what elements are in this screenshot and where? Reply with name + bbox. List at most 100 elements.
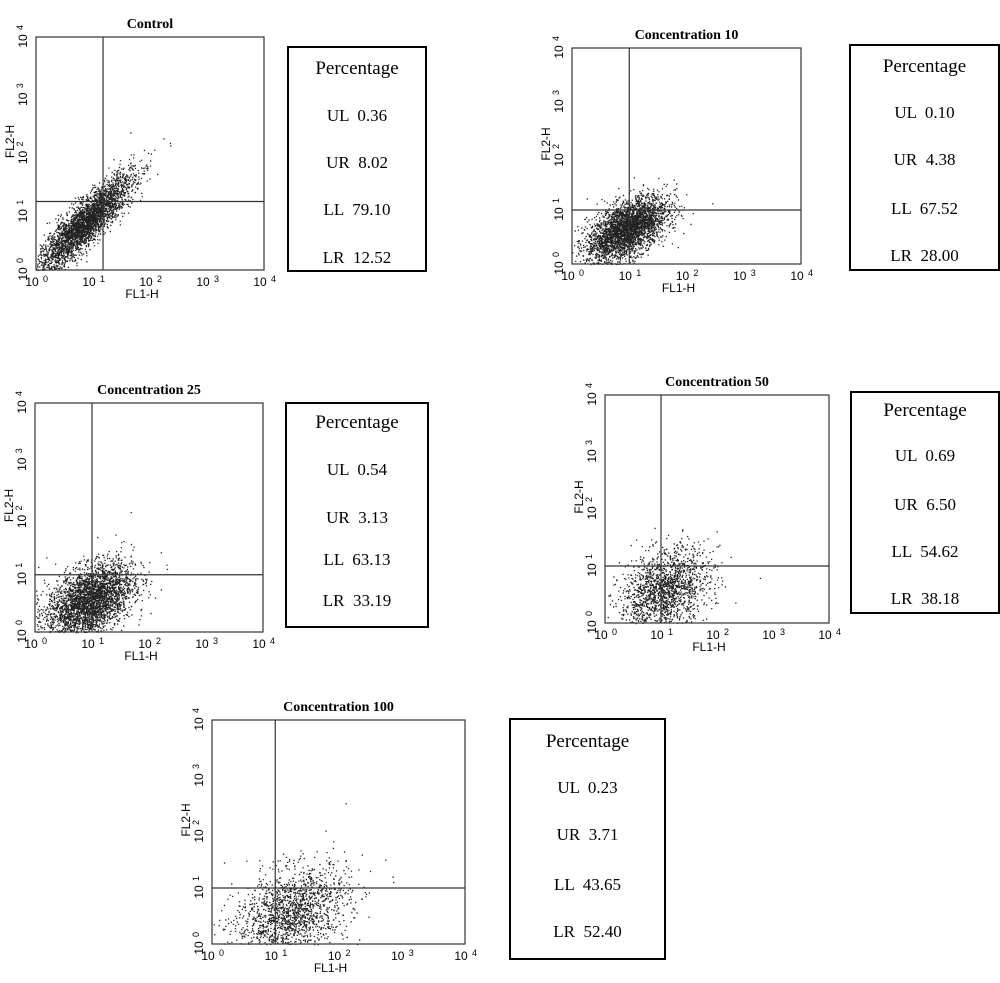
svg-text:1: 1 [584, 554, 594, 559]
quadrant-percentage-box: Percentage UL 0.69 UR 6.50 LL 54.62 LR 38.18 [850, 391, 1000, 614]
quadrant-row-ul: UL 0.69 [852, 446, 998, 466]
y-tick-label: 10 4 [191, 708, 206, 731]
y-tick-label: 10 0 [551, 252, 566, 275]
quadrant-row-ll: LL 63.13 [287, 550, 427, 570]
y-axis-label: FL2-H [3, 125, 17, 158]
quadrant-value: 0.10 [924, 103, 955, 122]
quadrant-value: 67.52 [919, 199, 958, 218]
quadrant-value: 0.69 [925, 446, 956, 465]
svg-text:2: 2 [191, 820, 201, 825]
chart-title: Control [126, 17, 174, 32]
event-dots [572, 177, 714, 266]
y-tick-label: 10 4 [584, 383, 599, 406]
x-tick-exponent: 4 [271, 274, 276, 284]
svg-text:FL2-H: FL2-H [539, 127, 553, 160]
plot-frame [604, 394, 830, 624]
svg-text:10: 10 [15, 572, 29, 586]
quadrant-row-lr: LR 28.00 [851, 246, 998, 266]
y-tick-label: 10 2 [15, 141, 30, 164]
x-tick-label: 10 [818, 628, 832, 642]
quadrant-row-ul: UL 0.10 [851, 103, 998, 123]
data-points [607, 527, 762, 625]
percentage-header: Percentage [883, 400, 967, 421]
svg-text:10: 10 [192, 717, 206, 731]
svg-text:10: 10 [192, 885, 206, 899]
y-axis-label: FL2-H [179, 803, 193, 836]
x-tick-label: 10 [25, 275, 39, 289]
x-tick-label: 10 [561, 269, 575, 283]
data-points [35, 512, 169, 634]
quadrant-row-ur: UR 6.50 [852, 495, 998, 515]
quadrant-value: 63.13 [352, 550, 391, 569]
y-tick-label: 10 1 [584, 554, 599, 577]
y-tick-label: 10 2 [191, 820, 206, 843]
plot-frame [35, 36, 265, 271]
svg-text:1: 1 [14, 563, 24, 568]
y-axis-label: FL2-H [539, 127, 553, 160]
quadrant-value: 8.02 [358, 153, 388, 172]
x-axis-label: FL1-H [692, 640, 725, 654]
x-tick-label: 10 [454, 949, 468, 963]
quadrant-value: 52.40 [583, 922, 622, 941]
x-tick-label: 10 [706, 628, 720, 642]
svg-text:FL2-H: FL2-H [179, 803, 193, 836]
svg-text:10: 10 [16, 209, 30, 223]
quadrant-row-ll: LL 43.65 [511, 875, 664, 895]
quadrant-value: 12.52 [352, 248, 392, 267]
quadrant-label: LR [890, 246, 912, 265]
quadrant-row-ul: UL 0.54 [287, 460, 427, 480]
chart-title: Concentration 10 [634, 28, 739, 43]
svg-text:FL2-H: FL2-H [572, 480, 586, 513]
quadrant-label: UL [326, 460, 349, 479]
y-tick-label: 10 3 [191, 764, 206, 787]
svg-text:0: 0 [15, 258, 25, 263]
y-tick-label: 10 1 [14, 563, 29, 586]
quadrant-row-ul: UL 0.36 [289, 106, 425, 126]
x-axis-label: FL1-H [314, 961, 347, 975]
quadrant-label: UR [326, 153, 350, 172]
x-tick-label: 10 [252, 637, 266, 651]
x-tick-exponent: 2 [156, 636, 161, 646]
quadrant-row-ll: LL 67.52 [851, 199, 998, 219]
quadrant-percentage-box: Percentage UL 0.10 UR 4.38 LL 67.52 LR 28.00 [849, 44, 1000, 271]
x-tick-label: 10 [139, 275, 153, 289]
quadrant-label: LR [890, 589, 913, 608]
svg-text:10: 10 [15, 400, 29, 414]
svg-text:0: 0 [551, 252, 561, 257]
y-tick-label: 10 4 [14, 391, 29, 414]
chart-title: Concentration 100 [283, 700, 394, 715]
svg-text:10: 10 [192, 829, 206, 843]
chart-title: Concentration 50 [665, 375, 769, 390]
quadrant-row-ul: UL 0.23 [511, 778, 664, 798]
y-tick-label: 10 3 [15, 83, 30, 106]
quadrant-label: UR [556, 825, 581, 844]
quadrant-value: 79.10 [352, 200, 391, 219]
svg-text:4: 4 [584, 383, 594, 388]
svg-text:4: 4 [551, 36, 561, 41]
svg-text:10: 10 [16, 267, 30, 281]
quadrant-percentage-box: Percentage UL 0.23 UR 3.71 LL 43.65 LR 52.40 [509, 718, 666, 960]
svg-text:10: 10 [15, 515, 29, 529]
quadrant-value: 0.23 [587, 778, 618, 797]
quadrant-label: LR [322, 248, 345, 267]
x-tick-exponent: 0 [612, 627, 617, 637]
x-tick-exponent: 1 [282, 948, 287, 958]
y-tick-label: 10 2 [551, 144, 566, 167]
x-tick-label: 10 [195, 637, 209, 651]
x-tick-label: 10 [733, 269, 747, 283]
quadrant-label: LL [554, 875, 575, 894]
svg-text:FL2-H: FL2-H [2, 489, 16, 522]
event-dots [36, 132, 172, 272]
data-points [36, 132, 172, 272]
x-tick-exponent: 1 [99, 636, 104, 646]
quadrant-value: 28.00 [920, 246, 959, 265]
quadrant-value: 43.65 [582, 875, 621, 894]
percentage-header: Percentage [545, 731, 630, 752]
x-tick-exponent: 4 [270, 636, 275, 646]
plot-frame [34, 402, 264, 633]
x-tick-exponent: 0 [579, 268, 584, 278]
x-tick-label: 10 [594, 628, 608, 642]
y-axis-label: FL2-H [572, 480, 586, 513]
y-axis-label: FL2-H [2, 489, 16, 522]
quadrant-row-ur: UR 4.38 [851, 150, 998, 170]
